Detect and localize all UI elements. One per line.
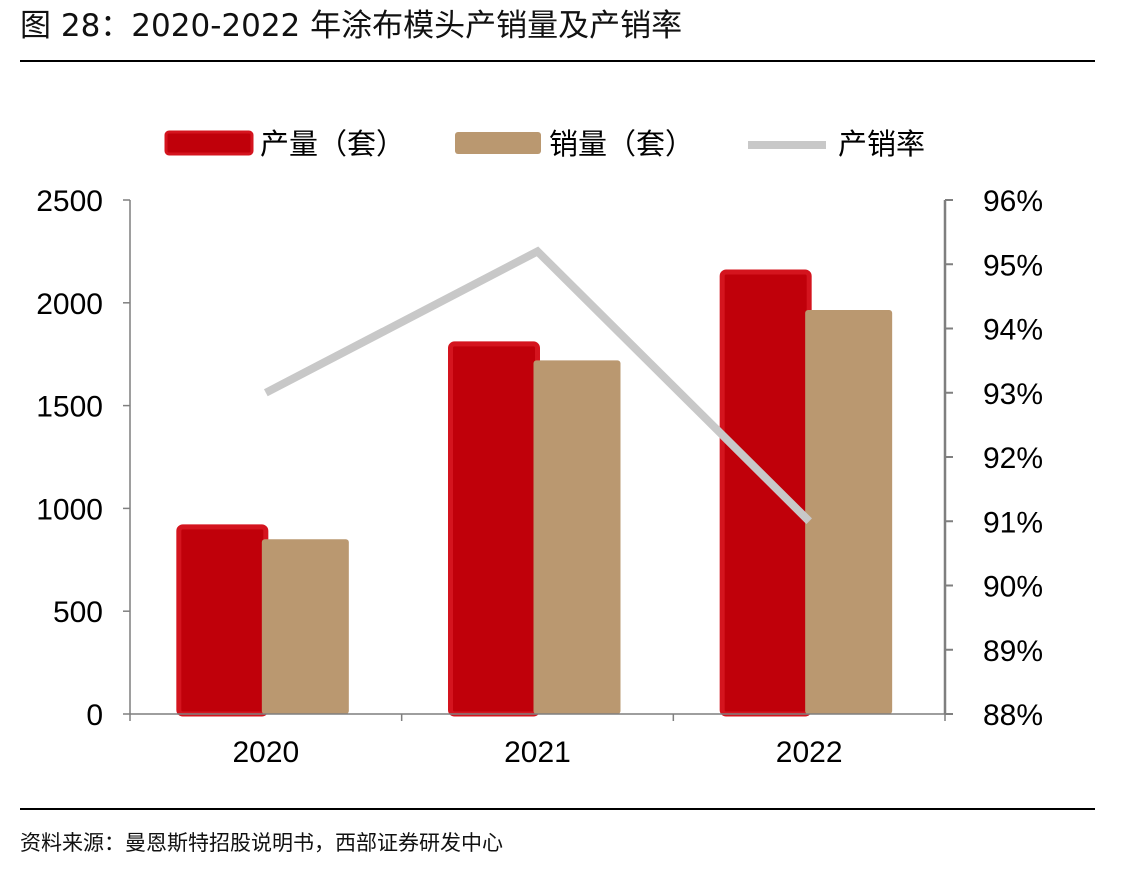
x-tick-label: 2022: [776, 736, 843, 769]
y-left-tick-label: 500: [53, 596, 103, 629]
top-rule: [20, 60, 1095, 62]
y-left-tick-label: 0: [86, 699, 103, 732]
y-left-tick-label: 2500: [36, 185, 103, 218]
x-tick-label: 2020: [232, 736, 299, 769]
y-right-tick-label: 95%: [983, 249, 1043, 282]
y-right-tick-label: 88%: [983, 699, 1043, 732]
legend-swatch-sales: [455, 132, 541, 154]
bar-sales-2020: [261, 539, 349, 714]
bar-production-2022: [719, 269, 812, 717]
legend-swatch-production: [164, 130, 254, 156]
legend-label-rate: 产销率: [838, 127, 925, 161]
bar-sales-2022: [805, 309, 893, 714]
x-tick-label: 2021: [504, 736, 571, 769]
y-right-tick-label: 91%: [983, 506, 1043, 539]
y-left-tick-label: 1500: [36, 391, 103, 424]
source-note: 资料来源：曼恩斯特招股说明书，西部证券研发中心: [20, 831, 503, 855]
figure-title: 图 28：2020-2022 年涂布模头产销量及产销率: [20, 8, 683, 44]
axes-layer: 0 500 1000 1500 2000 2500 88% 89% 90% 91% 92% 93% 94…: [36, 185, 1043, 769]
y-right-tick-label: 93%: [983, 378, 1043, 411]
bar-production-2020: [176, 524, 269, 717]
y-right-tick-label: 89%: [983, 635, 1043, 668]
y-right-tick-label: 90%: [983, 571, 1043, 604]
bar-sales-2021: [533, 360, 621, 714]
bars-layer: [176, 269, 893, 717]
bar-production-2021: [448, 341, 540, 717]
y-left-tick-label: 2000: [36, 288, 103, 321]
legend: 产量（套） 销量（套） 产销率: [164, 127, 925, 161]
y-left-tick-label: 1000: [36, 493, 103, 526]
legend-label-sales: 销量（套）: [549, 127, 694, 161]
legend-label-production: 产量（套）: [260, 127, 405, 161]
y-right-tick-label: 92%: [983, 442, 1043, 475]
line-layer: [263, 246, 812, 525]
y-right-tick-label: 94%: [983, 314, 1043, 347]
y-right-tick-label: 96%: [983, 185, 1043, 218]
bottom-rule: [20, 808, 1095, 810]
chart: 0 500 1000 1500 2000 2500 88% 89% 90% 91% 92% 93% 94…: [36, 127, 1043, 769]
